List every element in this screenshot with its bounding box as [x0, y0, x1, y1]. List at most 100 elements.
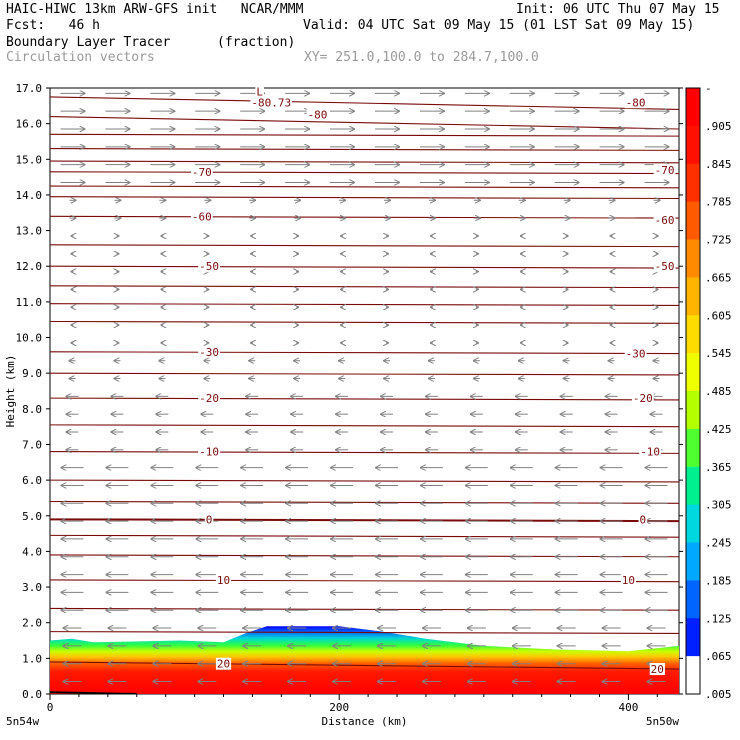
contour-label-9: -50 — [655, 260, 675, 273]
colorbar-label-10: .365 — [705, 461, 732, 474]
colorbar-label-1: .905 — [705, 120, 732, 133]
contour-line-13 — [50, 320, 679, 324]
y-tick-label-6: 6.0 — [22, 474, 42, 487]
circulation-vectors — [60, 93, 668, 681]
contour-label-bg-15 — [639, 445, 661, 458]
contour-label-bg-21 — [649, 663, 665, 676]
y-tick-label-15: 15.0 — [16, 153, 43, 166]
contour-label-bg-2 — [306, 108, 329, 121]
colorbar-label-3: .785 — [705, 196, 732, 209]
contour-line-14 — [50, 351, 679, 355]
contour-label-bg-10 — [198, 345, 220, 358]
colorbar-segment-6 — [686, 315, 700, 354]
y-tick-label-14: 14.0 — [16, 189, 43, 202]
header-model-title: HAIC-HIWC 13km ARW-GFS init NCAR/MMM — [6, 2, 304, 17]
x-axis: 0 200 400 Distance (km) 5n54w 5n50w — [6, 694, 679, 728]
y-tick-label-8: 8.0 — [22, 403, 42, 416]
contour-line-5 — [50, 171, 679, 175]
contour-label-bg-20 — [215, 657, 232, 670]
contour-label-bg-1 — [250, 96, 293, 109]
contour-line-9 — [50, 244, 679, 248]
colorbar-segment-5 — [686, 277, 700, 316]
contour-label-7: -60 — [655, 214, 675, 227]
colorbar-segment-10 — [686, 466, 700, 506]
contour-line-19 — [50, 479, 679, 483]
contour-label-bg-19 — [620, 573, 636, 586]
colorbar-label-16: .005 — [705, 688, 732, 701]
colorbar-frame — [685, 87, 701, 695]
contour-labels: L-80.73 -80 -80 -70 -70 -60 -60 -50 -50 -30 -30 -20… — [190, 85, 676, 676]
contour-line-16 — [50, 397, 679, 401]
field-units: (fraction) — [217, 35, 296, 50]
colorbar-label-9: .425 — [705, 423, 732, 436]
colorbar-label-6: .605 — [705, 309, 732, 322]
colorbar-segment-15 — [686, 656, 700, 695]
colorbar-segment-11 — [686, 504, 700, 543]
header-valid-time: Valid: 04 UTC Sat 09 May 15 (01 LST Sat … — [303, 18, 695, 33]
contour-label-13: -20 — [633, 392, 653, 405]
colorbar-segment-8 — [686, 391, 700, 430]
contour-label-bg-13 — [631, 392, 654, 405]
y-tick-label-12: 12.0 — [16, 260, 43, 273]
colorbar-label-13: .185 — [705, 574, 732, 587]
contour-label-bg-6 — [190, 210, 213, 223]
x-axis-label: Distance (km) — [321, 715, 407, 728]
cross-section-endpoints: XY= 251.0,100.0 to 284.7,100.0 — [304, 50, 539, 65]
y-tick-label-1: 1.0 — [22, 652, 42, 665]
y-tick-label-2: 2.0 — [22, 617, 42, 630]
colorbar-label-8: .485 — [705, 385, 732, 398]
colorbar-label-4: .725 — [705, 234, 732, 247]
contour-line-7 — [50, 196, 679, 200]
contour-label-11: -30 — [626, 348, 646, 361]
y-axis: 0.0 1.0 2.0 3.0 4.0 5.0 6.0 7.0 8.0 9.0 10.0 11.0 12… — [4, 82, 683, 701]
contour-label-bg-3 — [624, 96, 647, 109]
y-tick-label-5: 5.0 — [22, 510, 42, 523]
contour-label-bg-7 — [653, 213, 676, 226]
contour-label-bg-18 — [215, 573, 232, 586]
colorbar-segment-13 — [686, 580, 700, 619]
colorbar-label-14: .125 — [705, 612, 732, 625]
contour-label-2: -80 — [308, 109, 328, 122]
tracer-fill — [50, 626, 679, 694]
contour-label-bg-12 — [198, 392, 220, 405]
contour-label-bg-4 — [190, 165, 213, 178]
y-tick-label-0: 0.0 — [22, 688, 42, 701]
contour-label-bg-9 — [653, 260, 676, 273]
contour-label-15: -10 — [640, 446, 660, 459]
contour-label-bg-14 — [198, 445, 220, 458]
contour-line-0 — [50, 96, 679, 110]
contour-line-15 — [50, 372, 679, 376]
contour-label-5: -70 — [655, 164, 675, 177]
colorbar-segment-14 — [686, 618, 700, 657]
contour-label-4: -70 — [192, 166, 212, 179]
contour-label-18: 10 — [217, 574, 230, 587]
contour-label-bg-5 — [653, 163, 676, 176]
y-tick-label-11: 11.0 — [16, 296, 43, 309]
tracer-area — [50, 626, 679, 694]
contour-label-bg-0 — [255, 85, 264, 98]
field-title: Boundary Layer Tracer — [6, 35, 171, 50]
contour-line-3 — [50, 148, 679, 151]
y-tick-label-9: 9.0 — [22, 367, 42, 380]
contour-label-6: -60 — [192, 210, 212, 223]
colorbar-segment-0 — [686, 88, 700, 127]
y-tick-label-7: 7.0 — [22, 438, 42, 451]
colorbar-label-12: .245 — [705, 537, 732, 550]
contour-label-20: 20 — [217, 658, 230, 671]
y-tick-label-13: 13.0 — [16, 225, 43, 238]
contour-line-22 — [50, 534, 679, 538]
y-tick-label-10: 10.0 — [16, 332, 43, 345]
y-tick-label-17: 17.0 — [16, 82, 43, 95]
contour-line-18 — [50, 451, 679, 454]
contour-label-bg-8 — [198, 260, 220, 273]
contour-line-8 — [50, 215, 679, 219]
contour-line-2 — [50, 133, 679, 137]
x-tick-label-2: 400 — [618, 701, 638, 714]
x-tick-label-0: 0 — [47, 701, 54, 714]
colorbar-segment-3 — [686, 201, 700, 240]
contour-label-1: -80.73 — [251, 96, 291, 109]
contour-label-21: 20 — [651, 663, 664, 676]
contour-label-16: 0 — [206, 513, 213, 526]
y-axis-label: Height (km) — [4, 355, 17, 428]
